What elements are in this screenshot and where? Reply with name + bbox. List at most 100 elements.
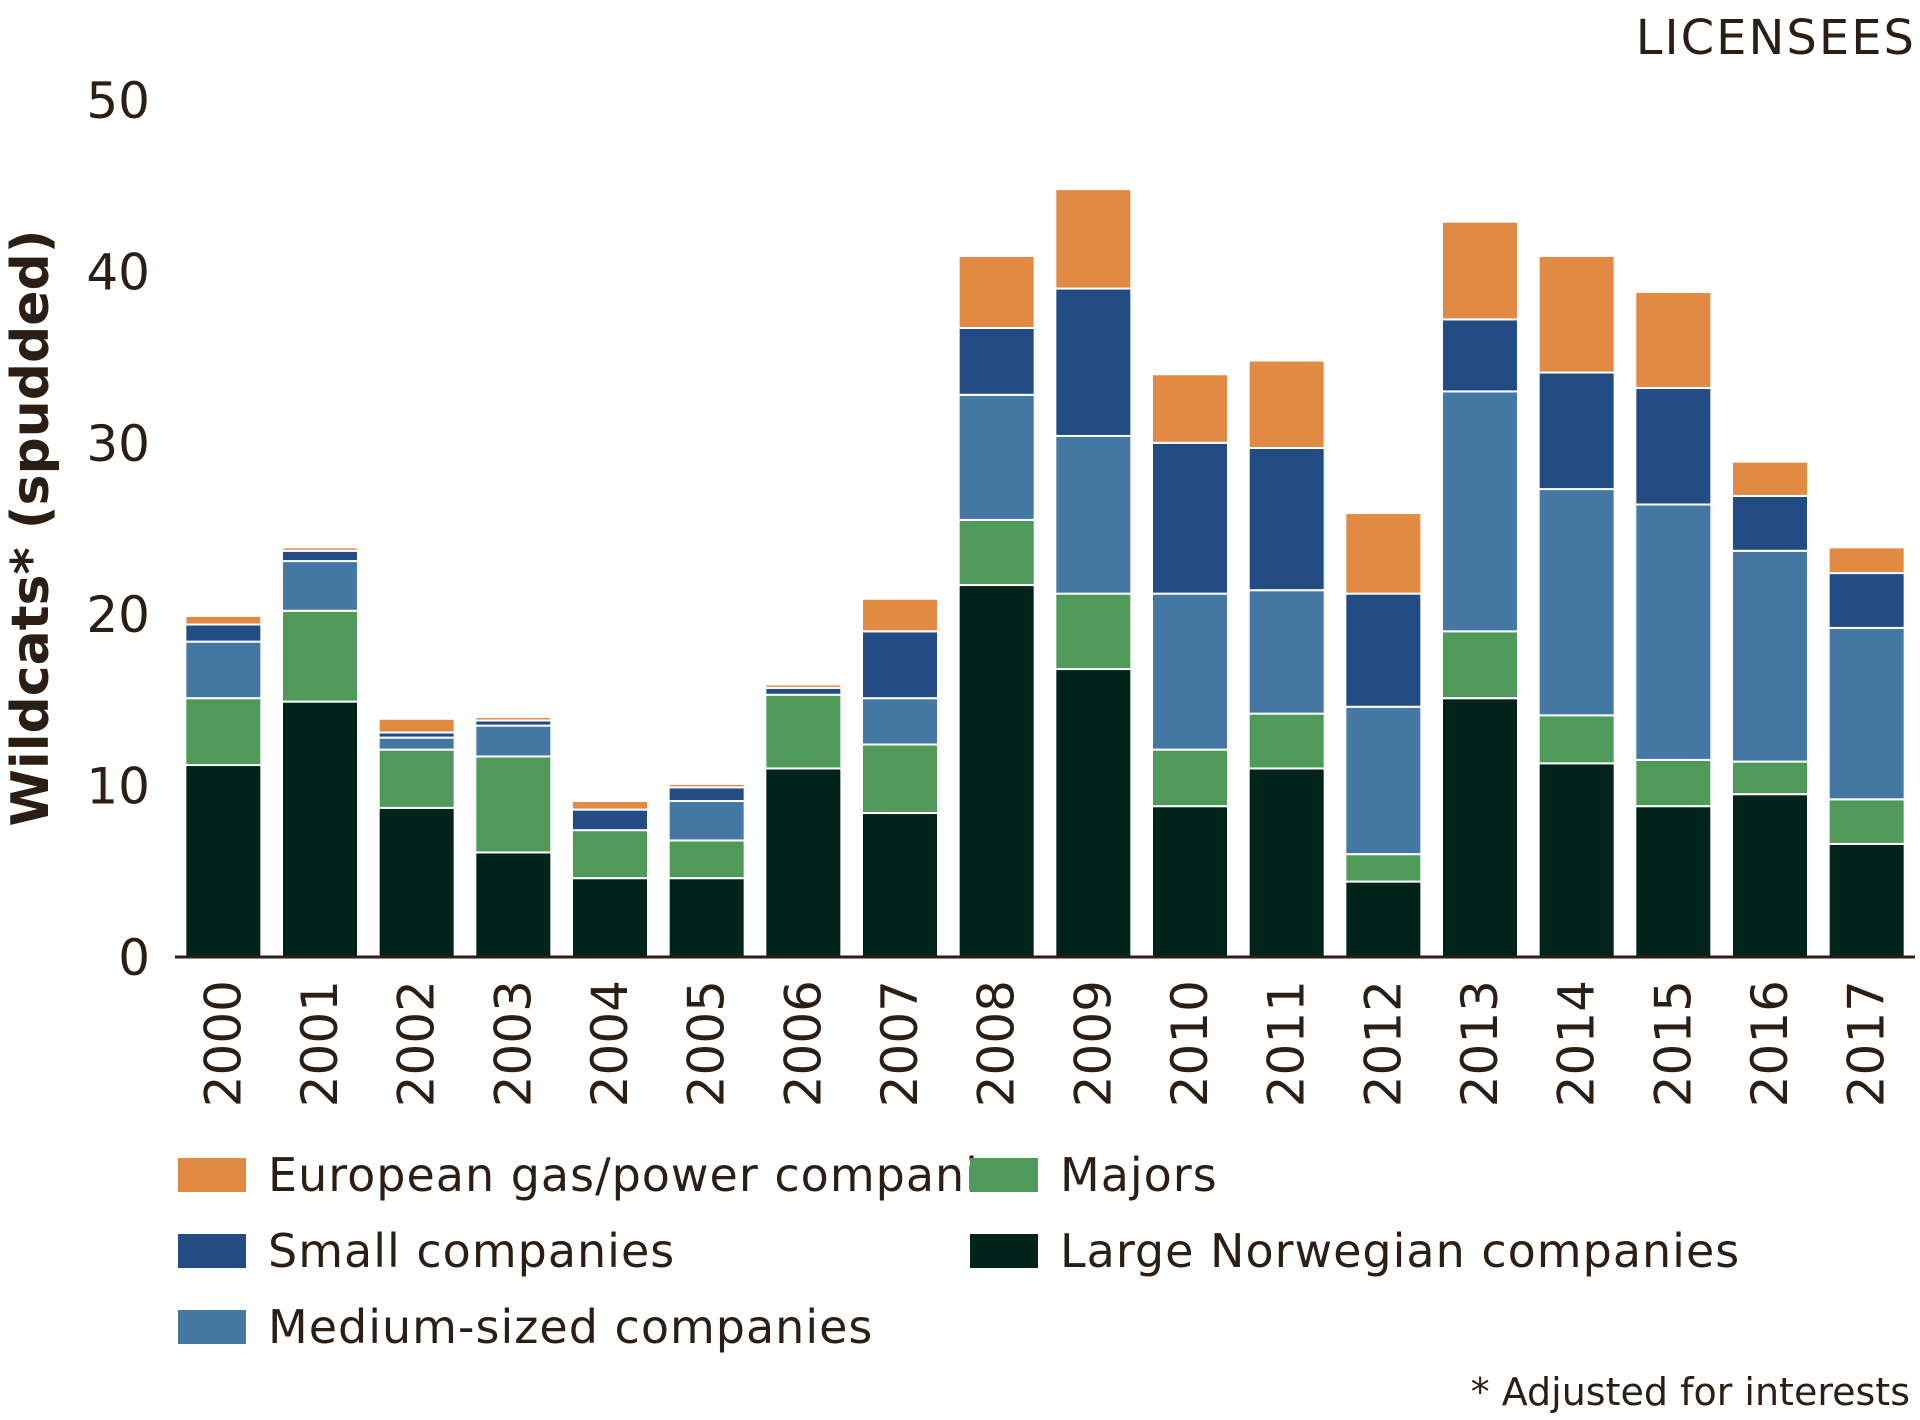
bar-stack-2004: [571, 800, 649, 959]
y-tick-label: 20: [86, 586, 150, 644]
bar-2016-european-gas-power-companies: [1731, 460, 1809, 497]
legend-label: Large Norwegian companies: [1060, 1224, 1741, 1278]
bar-stack-2014: [1537, 254, 1616, 958]
x-tick-label: 2004: [581, 980, 639, 1107]
bar-2001-medium-sized-companies: [281, 560, 359, 612]
footnote: * Adjusted for interests: [1470, 1370, 1910, 1414]
x-tick-label: 2015: [1644, 980, 1702, 1107]
bar-2006-european-gas-power-companies: [764, 683, 843, 689]
bar-2002-large-norwegian-companies: [377, 806, 456, 959]
x-tick-label: 2008: [968, 980, 1026, 1107]
bar-2005-medium-sized-companies: [667, 800, 746, 842]
bar-2008-medium-sized-companies: [957, 393, 1036, 521]
bars: [184, 188, 1906, 959]
bar-2000-small-companies: [184, 623, 263, 643]
legend-item-small-companies: Small companies: [178, 1221, 675, 1281]
bar-stack-2001: [281, 546, 359, 959]
bar-stack-2002: [377, 717, 456, 959]
y-axis: 0 10 20 30 40 50: [86, 72, 150, 987]
bar-2000-medium-sized-companies: [184, 640, 263, 700]
bar-stack-2011: [1247, 359, 1326, 959]
bar-stack-2015: [1634, 290, 1713, 959]
bar-2009-majors: [1054, 592, 1133, 671]
bar-2011-small-companies: [1247, 446, 1326, 592]
legend-label: European gas/power companies: [268, 1148, 1034, 1202]
x-tick-label: 2000: [194, 980, 252, 1107]
legend-label: Small companies: [268, 1224, 676, 1278]
bar-2003-majors: [474, 755, 553, 854]
bar-stack-2006: [764, 683, 843, 959]
bar-2017-large-norwegian-companies: [1827, 842, 1906, 958]
bar-2016-large-norwegian-companies: [1731, 793, 1809, 958]
x-tick-label: 2007: [871, 980, 929, 1107]
bar-2002-majors: [377, 748, 456, 809]
bar-2015-european-gas-power-companies: [1634, 290, 1713, 389]
bar-2010-medium-sized-companies: [1151, 592, 1229, 751]
bar-2000-majors: [184, 697, 263, 767]
x-tick-label: 2014: [1548, 980, 1606, 1107]
bar-2009-large-norwegian-companies: [1054, 668, 1133, 958]
bar-2017-medium-sized-companies: [1827, 626, 1906, 801]
bar-2003-medium-sized-companies: [474, 724, 553, 758]
x-axis: 2000 2001 2002 2003 2004 2005 2006 2007 2008 2009…: [194, 980, 1895, 1107]
bar-2013-european-gas-power-companies: [1441, 220, 1519, 321]
bar-2010-european-gas-power-companies: [1151, 373, 1229, 444]
bar-2011-large-norwegian-companies: [1247, 767, 1326, 959]
bar-2013-majors: [1441, 630, 1519, 700]
corner-label: LICENSEES: [1635, 10, 1916, 66]
bar-2012-majors: [1344, 853, 1423, 883]
legend-swatch-european-gas-power: [178, 1158, 246, 1192]
bar-stack-2017: [1827, 546, 1906, 958]
bar-2014-european-gas-power-companies: [1537, 254, 1616, 374]
bar-2013-small-companies: [1441, 318, 1519, 393]
bar-2007-majors: [861, 743, 939, 815]
bar-2004-large-norwegian-companies: [571, 877, 649, 959]
bar-2003-large-norwegian-companies: [474, 851, 553, 958]
bar-2004-small-companies: [571, 808, 649, 832]
y-tick-label: 50: [86, 72, 150, 130]
legend-item-medium-sized: Medium-sized companies: [178, 1297, 873, 1357]
bar-2014-small-companies: [1537, 371, 1616, 491]
legend: European gas/power companies Majors Smal…: [178, 1145, 1739, 1375]
bar-2001-large-norwegian-companies: [281, 700, 359, 959]
bar-2016-majors: [1731, 760, 1809, 796]
bar-2002-european-gas-power-companies: [377, 717, 456, 734]
bar-2000-large-norwegian-companies: [184, 764, 263, 958]
legend-swatch-small-companies: [178, 1234, 246, 1268]
x-tick-label: 2002: [388, 980, 446, 1107]
bar-stack-2010: [1151, 373, 1229, 959]
y-tick-label: 30: [86, 415, 150, 473]
bar-2008-large-norwegian-companies: [957, 584, 1036, 958]
bar-2002-medium-sized-companies: [377, 736, 456, 751]
bar-2005-majors: [667, 839, 746, 880]
bar-stack-2008: [957, 254, 1036, 958]
bar-2009-medium-sized-companies: [1054, 434, 1133, 595]
bar-2008-majors: [957, 518, 1036, 587]
bar-2003-european-gas-power-companies: [474, 716, 553, 722]
x-tick-label: 2006: [774, 980, 832, 1107]
x-tick-label: 2012: [1354, 980, 1412, 1107]
bar-2016-small-companies: [1731, 494, 1809, 552]
bar-2005-small-companies: [667, 786, 746, 803]
bar-2008-european-gas-power-companies: [957, 254, 1036, 329]
bar-stack-2003: [474, 716, 553, 958]
bar-2012-small-companies: [1344, 592, 1423, 708]
bar-2004-european-gas-power-companies: [571, 800, 649, 811]
bar-2006-small-companies: [764, 686, 843, 696]
bar-2014-medium-sized-companies: [1537, 488, 1616, 717]
y-tick-label: 10: [86, 758, 150, 816]
y-tick-label: 0: [118, 929, 150, 987]
bar-2014-majors: [1537, 714, 1616, 765]
legend-item-european-gas-power: European gas/power companies: [178, 1145, 1033, 1205]
legend-swatch-medium-sized: [178, 1310, 246, 1344]
bar-2010-majors: [1151, 748, 1229, 808]
bar-2006-majors: [764, 693, 843, 770]
bar-2015-majors: [1634, 758, 1713, 808]
bar-2015-small-companies: [1634, 386, 1713, 506]
bar-2010-large-norwegian-companies: [1151, 805, 1229, 959]
bar-2000-european-gas-power-companies: [184, 614, 263, 626]
bar-stack-2012: [1344, 512, 1423, 958]
legend-label: Majors: [1060, 1148, 1218, 1202]
bar-2013-medium-sized-companies: [1441, 390, 1519, 633]
y-tick-label: 40: [86, 243, 150, 301]
